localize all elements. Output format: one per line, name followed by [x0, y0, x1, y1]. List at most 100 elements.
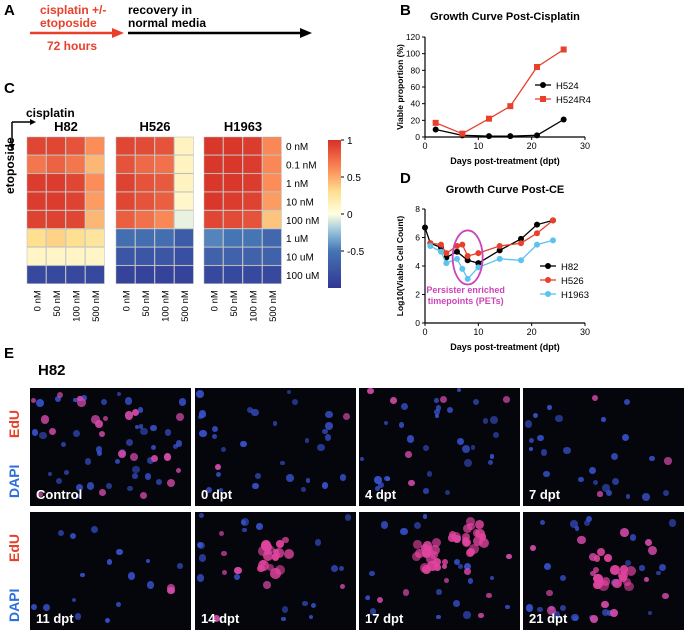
- heatmap-cell: [85, 155, 105, 174]
- cell-nucleus: [234, 566, 243, 575]
- cell-nucleus: [215, 463, 222, 471]
- cell-nucleus: [106, 483, 112, 490]
- cell-nucleus: [624, 581, 634, 591]
- cell-nucleus: [131, 408, 139, 416]
- cell-nucleus: [402, 589, 409, 596]
- cell-nucleus: [664, 457, 672, 465]
- heatmap-cell: [262, 228, 282, 248]
- heatmap-cell: [46, 210, 66, 229]
- heatmap-cell: [242, 247, 263, 266]
- cell-nucleus: [457, 564, 464, 570]
- cell-nucleus: [506, 553, 512, 559]
- cell-nucleus: [450, 531, 462, 542]
- cell-nucleus: [64, 470, 69, 475]
- legend-label: H1963: [561, 290, 589, 301]
- cell-nucleus: [301, 487, 306, 493]
- cell-nucleus: [572, 615, 579, 622]
- recovery-arrowhead: [300, 28, 312, 38]
- legend-marker: [540, 96, 546, 102]
- y-tick-label: 80: [411, 65, 421, 75]
- recovery-label-line2: normal media: [128, 16, 206, 30]
- cell-nucleus: [98, 430, 105, 438]
- cell-nucleus: [71, 597, 77, 603]
- cell-nucleus: [116, 548, 123, 556]
- cell-nucleus: [504, 604, 510, 610]
- heatmap-cell: [65, 210, 86, 229]
- cell-nucleus: [423, 488, 429, 494]
- cell-nucleus: [398, 422, 405, 428]
- etoposide-dose-label: 100 uM: [286, 271, 319, 282]
- data-point: [438, 241, 444, 248]
- panel-d-label: D: [400, 170, 411, 187]
- cell-nucleus: [256, 523, 263, 530]
- data-point: [432, 126, 439, 133]
- cell-nucleus: [365, 595, 370, 601]
- heatmap-cell: [203, 210, 224, 229]
- data-point: [464, 253, 471, 260]
- heatmap-cell: [46, 155, 66, 174]
- cell-nucleus: [198, 512, 205, 519]
- heatmap-cell: [46, 136, 66, 156]
- recovery-label-line1: recovery in: [128, 3, 192, 17]
- cell-nucleus: [411, 552, 421, 562]
- cell-nucleus: [251, 482, 259, 490]
- cell-nucleus: [164, 429, 172, 436]
- cell-nucleus: [529, 544, 537, 552]
- cell-nucleus: [492, 431, 499, 439]
- heatmap-cell: [223, 247, 243, 266]
- heatmap-cell: [174, 265, 194, 284]
- cell-nucleus: [406, 435, 415, 443]
- cell-nucleus: [221, 570, 227, 576]
- data-point: [507, 103, 514, 110]
- heatmap-cell: [85, 191, 105, 211]
- cell-nucleus: [601, 417, 606, 422]
- heatmap-cell: [135, 247, 155, 266]
- cell-nucleus: [262, 581, 271, 589]
- cell-nucleus: [330, 565, 338, 572]
- cisplatin-dose-label: 500 nM: [91, 290, 102, 322]
- cell-nucleus: [39, 432, 47, 440]
- figure-canvas: cisplatin +/- etoposide 72 hours recover…: [3, 3, 591, 352]
- cell-nucleus: [54, 395, 62, 403]
- cell-nucleus: [610, 452, 618, 461]
- cell-nucleus: [283, 549, 295, 560]
- x-tick-label: 30: [580, 141, 590, 151]
- cell-nucleus: [413, 540, 422, 549]
- cell-nucleus: [305, 478, 310, 483]
- y-axis-label: Log10(Viable Cell Count): [395, 216, 405, 317]
- heatmap-cell: [203, 191, 224, 211]
- cell-nucleus: [592, 479, 598, 485]
- heatmap-cell: [154, 155, 175, 174]
- cell-nucleus: [478, 537, 489, 548]
- heatmap-cell: [26, 155, 47, 174]
- cell-nucleus: [577, 535, 586, 544]
- cell-nucleus: [584, 520, 591, 527]
- micrograph-control: Control: [30, 388, 191, 506]
- cell-nucleus: [156, 479, 163, 486]
- cell-nucleus: [36, 399, 45, 407]
- data-point: [432, 119, 439, 126]
- heatmap-cell: [65, 173, 86, 192]
- y-tick-label: 8: [415, 204, 420, 214]
- cell-nucleus: [525, 604, 533, 612]
- heatmap-cell: [135, 136, 155, 156]
- cell-nucleus: [647, 610, 653, 616]
- cell-nucleus: [609, 565, 620, 575]
- heatmap-cell: [262, 136, 282, 156]
- cell-nucleus: [429, 544, 440, 556]
- cell-nucleus: [302, 600, 308, 606]
- cell-nucleus: [279, 460, 285, 466]
- heatmap-cell: [203, 247, 224, 266]
- data-point: [518, 257, 524, 264]
- cell-nucleus: [456, 388, 461, 393]
- cell-nucleus: [77, 398, 87, 407]
- x-tick-label: 30: [580, 327, 590, 337]
- cell-nucleus: [597, 491, 603, 497]
- cell-nucleus: [431, 537, 442, 548]
- y-axis-label: Viable proportion (%): [395, 44, 405, 130]
- cell-nucleus: [342, 412, 351, 420]
- colorbar: 1 0.5 0 -0.5: [328, 136, 365, 288]
- edu-stain-label: EdU: [6, 534, 22, 562]
- heatmap-cell: [242, 155, 263, 174]
- data-point: [518, 240, 524, 247]
